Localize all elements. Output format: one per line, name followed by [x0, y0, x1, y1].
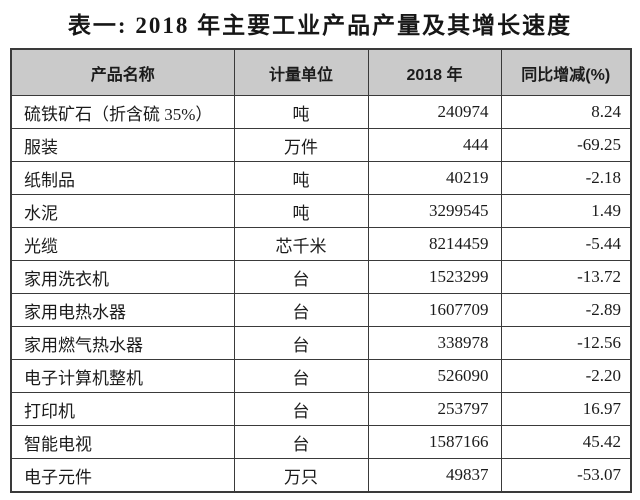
- output-2018-cell: 1523299: [367, 260, 502, 294]
- col-header-unit: 计量单位: [233, 48, 369, 96]
- product-name-cell: 智能电视: [10, 425, 235, 459]
- yoy-change-cell: -2.89: [500, 293, 632, 327]
- output-2018-cell: 1587166: [367, 425, 502, 459]
- yoy-change-cell: -13.72: [500, 260, 632, 294]
- table-row: 电子元件 万只 49837 -53.07: [10, 458, 632, 493]
- unit-cell: 万只: [233, 458, 369, 493]
- product-name-cell: 打印机: [10, 392, 235, 426]
- output-2018-cell: 338978: [367, 326, 502, 360]
- output-2018-cell: 444: [367, 128, 502, 162]
- table-row: 光缆 芯千米 8214459 -5.44: [10, 227, 632, 261]
- table-row: 家用电热水器 台 1607709 -2.89: [10, 293, 632, 327]
- table-row: 智能电视 台 1587166 45.42: [10, 425, 632, 459]
- table-row: 家用燃气热水器 台 338978 -12.56: [10, 326, 632, 360]
- output-2018-cell: 49837: [367, 458, 502, 493]
- yoy-change-cell: 16.97: [500, 392, 632, 426]
- output-2018-cell: 526090: [367, 359, 502, 393]
- output-2018-cell: 253797: [367, 392, 502, 426]
- product-name-cell: 电子计算机整机: [10, 359, 235, 393]
- yoy-change-cell: -2.18: [500, 161, 632, 195]
- unit-cell: 吨: [233, 161, 369, 195]
- unit-cell: 台: [233, 326, 369, 360]
- output-2018-cell: 240974: [367, 95, 502, 129]
- yoy-change-cell: -5.44: [500, 227, 632, 261]
- col-header-2018-output: 2018 年: [367, 48, 502, 96]
- table-header-row: 产品名称 计量单位 2018 年 同比增减(%): [10, 48, 632, 96]
- output-2018-cell: 3299545: [367, 194, 502, 228]
- product-name-cell: 电子元件: [10, 458, 235, 493]
- table-row: 纸制品 吨 40219 -2.18: [10, 161, 632, 195]
- yoy-change-cell: 45.42: [500, 425, 632, 459]
- product-name-cell: 家用电热水器: [10, 293, 235, 327]
- yoy-change-cell: -69.25: [500, 128, 632, 162]
- industrial-output-table: 产品名称 计量单位 2018 年 同比增减(%) 硫铁矿石（折含硫 35%） 吨…: [10, 48, 632, 493]
- output-2018-cell: 1607709: [367, 293, 502, 327]
- product-name-cell: 硫铁矿石（折含硫 35%）: [10, 95, 235, 129]
- yoy-change-cell: -12.56: [500, 326, 632, 360]
- product-name-cell: 水泥: [10, 194, 235, 228]
- yoy-change-cell: 1.49: [500, 194, 632, 228]
- output-2018-cell: 40219: [367, 161, 502, 195]
- unit-cell: 台: [233, 425, 369, 459]
- yoy-change-cell: -53.07: [500, 458, 632, 493]
- unit-cell: 万件: [233, 128, 369, 162]
- unit-cell: 芯千米: [233, 227, 369, 261]
- unit-cell: 台: [233, 260, 369, 294]
- unit-cell: 台: [233, 359, 369, 393]
- unit-cell: 台: [233, 392, 369, 426]
- yoy-change-cell: -2.20: [500, 359, 632, 393]
- yoy-change-cell: 8.24: [500, 95, 632, 129]
- table-row: 服装 万件 444 -69.25: [10, 128, 632, 162]
- table-row: 电子计算机整机 台 526090 -2.20: [10, 359, 632, 393]
- table-row: 水泥 吨 3299545 1.49: [10, 194, 632, 228]
- product-name-cell: 家用燃气热水器: [10, 326, 235, 360]
- product-name-cell: 光缆: [10, 227, 235, 261]
- table-caption: 表一: 2018 年主要工业产品产量及其增长速度: [67, 13, 573, 38]
- unit-cell: 吨: [233, 194, 369, 228]
- output-2018-cell: 8214459: [367, 227, 502, 261]
- col-header-yoy-change: 同比增减(%): [500, 48, 632, 96]
- product-name-cell: 服装: [10, 128, 235, 162]
- unit-cell: 台: [233, 293, 369, 327]
- table-row: 打印机 台 253797 16.97: [10, 392, 632, 426]
- product-name-cell: 家用洗衣机: [10, 260, 235, 294]
- col-header-product-name: 产品名称: [10, 48, 235, 96]
- table-row: 硫铁矿石（折含硫 35%） 吨 240974 8.24: [10, 95, 632, 129]
- table-row: 家用洗衣机 台 1523299 -13.72: [10, 260, 632, 294]
- product-name-cell: 纸制品: [10, 161, 235, 195]
- unit-cell: 吨: [233, 95, 369, 129]
